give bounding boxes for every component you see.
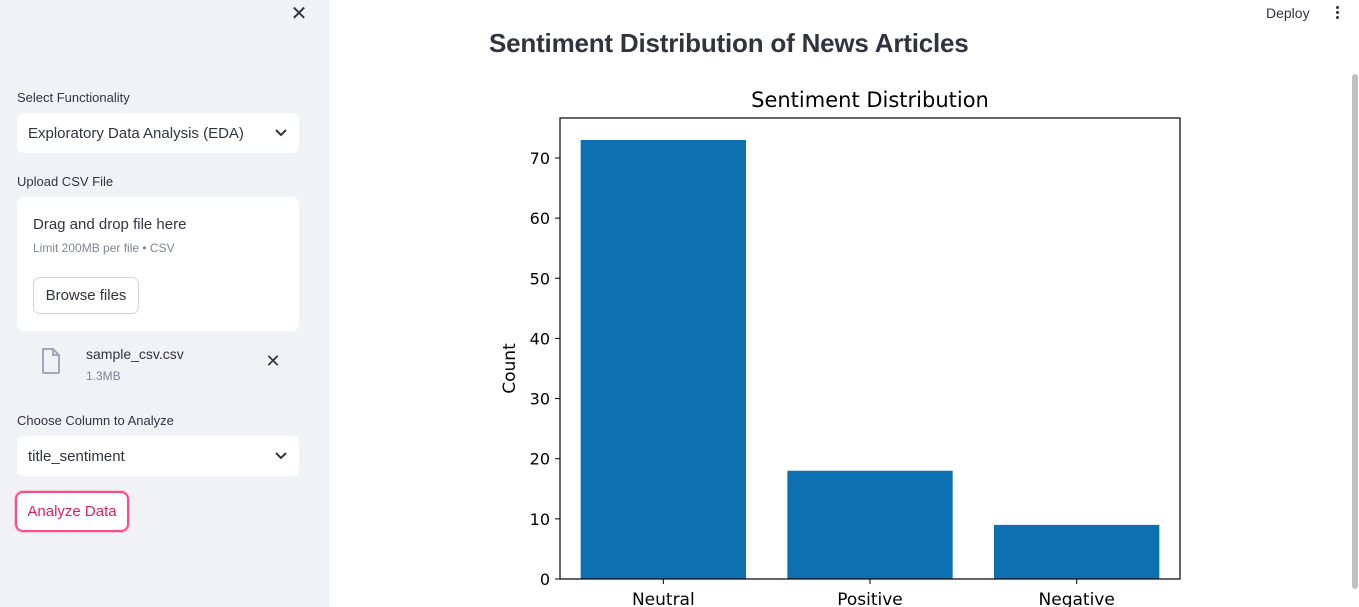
- file-dropzone[interactable]: Drag and drop file here Limit 200MB per …: [17, 197, 299, 331]
- column-select-value: title_sentiment: [28, 447, 125, 465]
- chevron-down-icon: [274, 126, 288, 140]
- column-label: Choose Column to Analyze: [17, 413, 174, 428]
- functionality-select-value: Exploratory Data Analysis (EDA): [28, 124, 244, 142]
- page-title: Sentiment Distribution of News Articles: [489, 28, 969, 58]
- upload-label: Upload CSV File: [17, 174, 114, 189]
- y-tick-label: 50: [530, 269, 550, 288]
- dropzone-title: Drag and drop file here: [33, 216, 187, 233]
- uploaded-file: sample_csv.csv 1.3MB ✕: [17, 342, 299, 386]
- x-tick-label: Positive: [837, 590, 903, 607]
- file-size: 1.3MB: [86, 369, 121, 383]
- browse-files-button[interactable]: Browse files: [33, 277, 139, 314]
- analyze-data-button[interactable]: Analyze Data: [15, 491, 129, 532]
- sidebar: ✕ Select Functionality Exploratory Data …: [0, 0, 329, 607]
- dropzone-limit: Limit 200MB per file • CSV: [33, 241, 175, 255]
- chart-title: Sentiment Distribution: [751, 88, 989, 112]
- bar-negative: [994, 524, 1160, 579]
- x-tick-label: Neutral: [632, 590, 695, 607]
- chevron-down-icon: [274, 449, 288, 463]
- functionality-label: Select Functionality: [17, 90, 130, 105]
- y-tick-label: 0: [540, 570, 550, 589]
- remove-file-icon[interactable]: ✕: [265, 351, 281, 371]
- close-icon[interactable]: ✕: [290, 3, 308, 25]
- file-icon: [41, 348, 61, 379]
- y-tick-label: 70: [530, 149, 550, 168]
- y-tick-label: 30: [530, 390, 550, 409]
- sentiment-bar-chart: Sentiment Distribution 0 10 20 30 40 50 60 70 Neu…: [500, 88, 1181, 607]
- y-axis-label: Count: [500, 343, 520, 394]
- y-tick-label: 20: [530, 450, 550, 469]
- scrollbar[interactable]: [1352, 74, 1358, 589]
- x-tick-label: Negative: [1039, 590, 1115, 607]
- y-tick-label: 60: [530, 209, 550, 228]
- y-tick-label: 10: [530, 510, 550, 529]
- bar-positive: [787, 470, 953, 579]
- kebab-menu-icon[interactable]: [1329, 3, 1345, 21]
- functionality-select[interactable]: Exploratory Data Analysis (EDA): [17, 113, 299, 153]
- column-select[interactable]: title_sentiment: [17, 436, 299, 476]
- file-name: sample_csv.csv: [86, 346, 184, 362]
- y-tick-label: 40: [530, 329, 550, 348]
- bar-neutral: [580, 139, 746, 579]
- deploy-button[interactable]: Deploy: [1266, 5, 1310, 21]
